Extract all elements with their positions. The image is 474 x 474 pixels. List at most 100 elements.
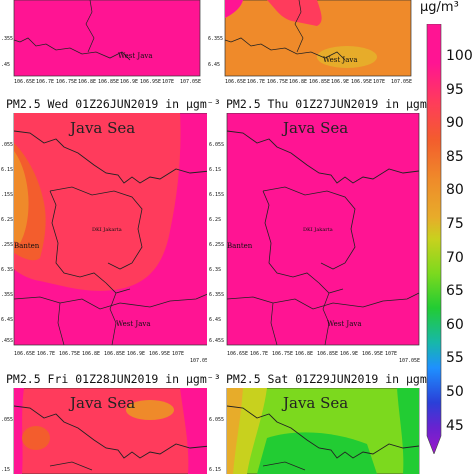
map-title-thu: PM2.5 Thu 01Z27JUN2019 in µgm⁻³ (226, 97, 441, 111)
label-west-java: West Java (116, 320, 151, 328)
svg-text:106.9E: 106.9E (331, 79, 349, 85)
colorbar-tick-label: 50 (446, 384, 464, 400)
colorbar-tick-label: 65 (446, 283, 464, 300)
svg-text:107.05E: 107.05E (180, 79, 201, 85)
map-title-sat: PM2.5 Sat 01Z29JUN2019 in µgm⁻³ (226, 372, 441, 386)
colorbar-tick-label: 100 (446, 48, 473, 64)
svg-text:106.65E: 106.65E (227, 351, 248, 357)
y-tick: .055 (1, 417, 13, 423)
svg-text:106.95E: 106.95E (140, 79, 161, 85)
colorbar-tick-label: 95 (446, 81, 464, 98)
label-west-java: West Java (327, 320, 362, 328)
svg-text:106.65E: 106.65E (14, 79, 35, 85)
label-java-sea: Java Sea (68, 394, 135, 412)
svg-text:106.7E: 106.7E (37, 351, 55, 357)
map-panel-fri: Java Sea .055 .15 (0, 388, 212, 474)
svg-text:106.85E: 106.85E (98, 79, 119, 85)
svg-text:106.65E: 106.65E (14, 351, 35, 357)
colorbar-tick-label: 55 (446, 350, 464, 367)
label-dki-jakarta: DKI Jakarta (92, 227, 122, 233)
svg-text:106.85E: 106.85E (309, 79, 330, 85)
svg-text:106.95E: 106.95E (362, 351, 383, 357)
svg-text:106.8E: 106.8E (82, 351, 100, 357)
svg-text:107.05E: 107.05E (391, 79, 412, 85)
svg-text:6.3S: 6.3S (209, 267, 221, 273)
x-ticks-wed: 106.65E 106.7E 106.75E 106.8E 106.85E 10… (14, 351, 211, 364)
y-ticks-wed: .055 6.1S .15S 6.2S .25S 6.3S .35S 6.4S … (1, 142, 13, 344)
y-tick: .45 (1, 62, 10, 68)
svg-text:6.1S: 6.1S (1, 167, 13, 173)
svg-text:106.8E: 106.8E (289, 79, 307, 85)
y-tick: 6.055 (209, 417, 224, 423)
svg-text:.15S: .15S (1, 192, 13, 198)
x-ticks-top-right: 106.65E 106.7E 106.75E 106.8E 106.85E 10… (225, 79, 412, 85)
y-tick: 6.45 (208, 62, 220, 68)
map-panel-wed: Java Sea DKI Jakarta Banten West Java .0… (0, 113, 212, 365)
svg-text:106.9E: 106.9E (340, 351, 358, 357)
svg-text:106.95E: 106.95E (149, 351, 170, 357)
colorbar-tick-label: 60 (446, 316, 464, 333)
svg-text:106.9E: 106.9E (127, 351, 145, 357)
map-panel-top-left: West Java .355 .45 106.65E 106.7E 106.75… (0, 0, 205, 85)
svg-text:107.05E: 107.05E (190, 358, 211, 364)
svg-text:6.15S: 6.15S (209, 192, 224, 198)
svg-text:106.8E: 106.8E (295, 351, 313, 357)
colorbar-tick-label: 85 (446, 148, 464, 165)
svg-text:106.75E: 106.75E (272, 351, 293, 357)
label-java-sea: Java Sea (281, 119, 348, 137)
svg-text:6.2S: 6.2S (209, 217, 221, 223)
svg-text:6.45S: 6.45S (209, 338, 224, 344)
colorbar-tick-label: 90 (446, 115, 464, 132)
colorbar-tick-label: 70 (446, 249, 464, 266)
svg-text:107E: 107E (162, 79, 174, 85)
label-west-java: West Java (323, 56, 358, 64)
label-java-sea: Java Sea (68, 119, 135, 137)
map-panel-sat: Java Sea 6.055 6.15 (207, 388, 421, 474)
svg-text:.055: .055 (1, 142, 13, 148)
svg-text:106.75E: 106.75E (267, 79, 288, 85)
svg-text:107E: 107E (385, 351, 397, 357)
x-ticks-top-left: 106.65E 106.7E 106.75E 106.8E 106.85E 10… (14, 79, 201, 85)
svg-text:6.4S: 6.4S (209, 317, 221, 323)
colorbar-tick-label: 45 (446, 417, 464, 434)
label-java-sea: Java Sea (281, 394, 348, 412)
svg-text:6.1S: 6.1S (209, 167, 221, 173)
svg-text:106.9E: 106.9E (120, 79, 138, 85)
x-ticks-thu: 106.65E 106.7E 106.75E 106.8E 106.85E 10… (227, 351, 420, 364)
svg-text:106.75E: 106.75E (59, 351, 80, 357)
label-dki-jakarta: DKI Jakarta (303, 227, 333, 233)
colorbar (425, 23, 443, 455)
y-tick: 6.15 (209, 467, 221, 473)
svg-text:6.3S: 6.3S (1, 267, 13, 273)
svg-text:106.7E: 106.7E (247, 79, 265, 85)
svg-text:106.8E: 106.8E (78, 79, 96, 85)
map-title-wed: PM2.5 Wed 01Z26JUN2019 in µgm⁻³ (6, 97, 221, 111)
svg-text:106.7E: 106.7E (36, 79, 54, 85)
svg-text:106.65E: 106.65E (225, 79, 246, 85)
colorbar-tick-label: 75 (446, 216, 464, 232)
svg-text:107.05E: 107.05E (399, 358, 420, 364)
svg-text:6.4S: 6.4S (1, 317, 13, 323)
svg-text:106.7E: 106.7E (250, 351, 268, 357)
map-title-fri: PM2.5 Fri 01Z28JUN2019 in µgm⁻³ (6, 372, 221, 386)
svg-text:6.35S: 6.35S (209, 292, 224, 298)
y-tick: .15 (1, 467, 10, 473)
colorbar-tick-label: 80 (446, 182, 464, 199)
svg-text:106.85E: 106.85E (317, 351, 338, 357)
y-tick: 6.355 (208, 36, 223, 42)
label-banten: Banten (227, 242, 253, 250)
svg-text:106.75E: 106.75E (56, 79, 77, 85)
y-ticks-thu: 6.05S 6.1S 6.15S 6.2S 6.25S 6.3S 6.35S 6… (209, 142, 224, 344)
label-west-java: West Java (118, 52, 153, 60)
map-panel-top-right: West Java 6.355 6.45 106.65E 106.7E 106.… (207, 0, 419, 85)
y-tick: .355 (1, 36, 13, 42)
svg-text:6.05S: 6.05S (209, 142, 224, 148)
svg-text:106.95E: 106.95E (351, 79, 372, 85)
svg-text:107E: 107E (172, 351, 184, 357)
label-banten: Banten (14, 242, 40, 250)
colorbar-unit: µg/m³ (420, 0, 459, 15)
svg-text:.35S: .35S (1, 292, 13, 298)
svg-text:.45S: .45S (1, 338, 13, 344)
svg-text:106.85E: 106.85E (104, 351, 125, 357)
svg-text:6.2S: 6.2S (1, 217, 13, 223)
